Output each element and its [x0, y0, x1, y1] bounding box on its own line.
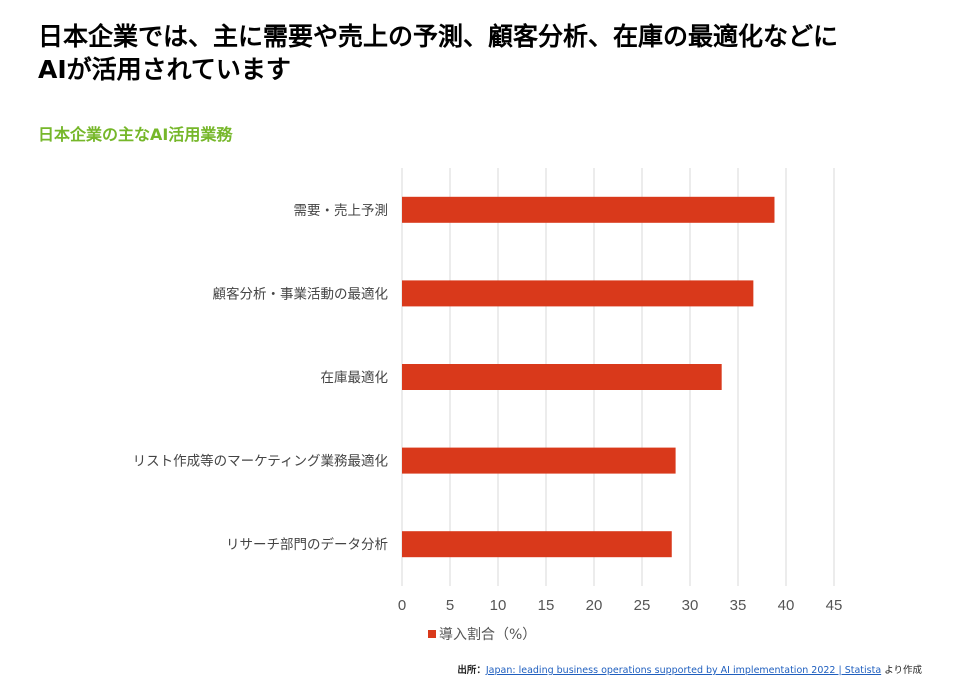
bar-5 [402, 531, 672, 558]
headline-line-1: 日本企業では、主に需要や売上の予測、顧客分析、在庫の最適化などに [38, 22, 839, 51]
category-label-3: 在庫最適化 [321, 369, 389, 386]
chart-category-labels: 需要・売上予測顧客分析・事業活動の最適化在庫最適化リスト作成等のマーケティング業… [133, 203, 388, 553]
chart-title: 日本企業の主なAI活用業務 [38, 125, 233, 144]
category-label-1: 需要・売上予測 [294, 203, 389, 219]
category-label-4: リスト作成等のマーケティング業務最適化 [133, 453, 388, 470]
x-tick-label-15: 15 [538, 597, 555, 614]
x-tick-label-45: 45 [826, 597, 843, 614]
x-tick-label-30: 30 [682, 597, 699, 614]
x-tick-label-10: 10 [490, 597, 507, 614]
x-tick-label-35: 35 [730, 597, 747, 614]
source-link[interactable]: Japan: leading business operations suppo… [485, 665, 882, 676]
headline-line-2: AIが活用されています [38, 55, 291, 84]
source-suffix: より作成 [884, 665, 922, 676]
x-tick-label-5: 5 [446, 597, 454, 614]
source-prefix: 出所： [457, 665, 486, 676]
category-label-5: リサーチ部門のデータ分析 [226, 536, 388, 553]
x-tick-label-20: 20 [586, 597, 603, 614]
legend-label: 導入割合（%） [439, 627, 537, 643]
x-tick-label-40: 40 [778, 597, 795, 614]
source-note: 出所：Japan: leading business operations su… [457, 662, 922, 676]
bar-3 [402, 364, 722, 390]
legend-swatch [428, 630, 436, 638]
headline: 日本企業では、主に需要や売上の予測、顧客分析、在庫の最適化などに AIが活用され… [38, 20, 938, 86]
chart-x-ticks: 0 5 10 15 20 25 30 35 40 45 [398, 597, 843, 614]
bar-2 [402, 280, 754, 307]
category-label-2: 顧客分析・事業活動の最適化 [213, 285, 389, 302]
chart-legend: 導入割合（%） [428, 624, 536, 644]
chart-bars [402, 196, 775, 558]
bar-4 [402, 447, 676, 474]
x-tick-label-25: 25 [634, 597, 651, 614]
bar-1 [402, 196, 775, 223]
x-tick-label-0: 0 [398, 597, 406, 614]
